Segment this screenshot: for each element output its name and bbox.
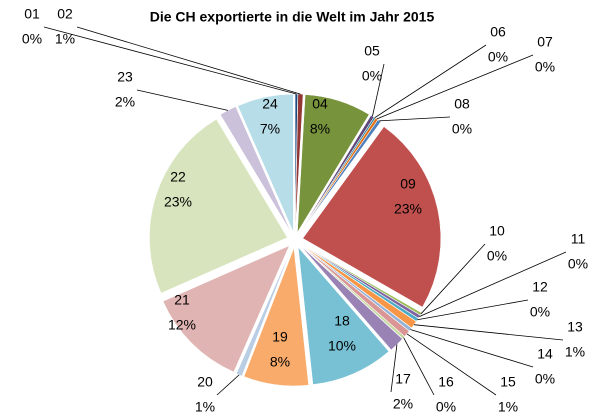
- slice-value-label: 0%: [452, 121, 472, 137]
- leader-line: [420, 243, 486, 315]
- slice-value-label: 8%: [310, 121, 330, 137]
- slice-category-label: 19: [272, 329, 288, 345]
- slice-category-label: 16: [438, 374, 454, 390]
- pie-slice: [297, 246, 390, 385]
- slice-value-label: 2%: [393, 396, 413, 412]
- leader-line: [216, 374, 240, 396]
- pie-slice: [302, 126, 441, 308]
- slice-value-label: 23%: [164, 194, 192, 210]
- pie-slice: [300, 244, 410, 337]
- leader-line: [406, 333, 497, 396]
- slice-value-label: 0%: [535, 59, 555, 75]
- slice-value-label: 12%: [168, 317, 196, 333]
- slice-value-label: 10%: [328, 338, 356, 354]
- slice-value-label: 0%: [22, 31, 42, 47]
- slice-category-label: 14: [537, 346, 553, 362]
- pie-slice: [219, 106, 292, 234]
- slice-category-label: 13: [567, 319, 583, 335]
- leader-line: [419, 251, 567, 318]
- slice-category-label: 15: [500, 374, 516, 390]
- slice-category-label: 02: [57, 6, 73, 22]
- slice-value-label: 0%: [436, 399, 456, 415]
- slice-value-label: 1%: [55, 31, 75, 47]
- leader-line: [390, 344, 398, 393]
- slice-category-label: 05: [364, 43, 380, 59]
- slice-value-label: 8%: [270, 354, 290, 370]
- slice-value-label: 0%: [362, 68, 382, 84]
- slice-value-label: 0%: [530, 304, 550, 320]
- pie-slice: [243, 247, 309, 387]
- slice-value-label: 0%: [487, 248, 507, 264]
- pie-slice: [237, 93, 294, 233]
- pie-slice: [297, 94, 370, 233]
- slice-category-label: 07: [537, 34, 553, 50]
- slice-value-label: 23%: [394, 201, 422, 217]
- leader-line: [372, 63, 385, 117]
- slice-value-label: 1%: [195, 399, 215, 415]
- pie-slice: [149, 118, 288, 294]
- leader-line: [379, 116, 451, 122]
- leader-line: [376, 54, 534, 120]
- pie-slice: [300, 245, 403, 351]
- slice-value-label: 1%: [565, 344, 585, 360]
- leader-line: [417, 299, 529, 321]
- slice-category-label: 21: [174, 292, 190, 308]
- leader-line: [374, 44, 487, 119]
- slice-category-label: 08: [454, 96, 470, 112]
- slice-value-label: 0%: [535, 371, 555, 387]
- slice-category-label: 18: [334, 313, 350, 329]
- pie-slice: [236, 247, 293, 377]
- slice-category-label: 11: [571, 231, 586, 247]
- slice-value-label: 7%: [260, 121, 280, 137]
- slice-value-label: 0%: [488, 49, 508, 65]
- slice-category-label: 12: [532, 279, 548, 295]
- slice-category-label: 24: [262, 96, 278, 112]
- slice-category-label: 06: [490, 24, 506, 40]
- slice-category-label: 01: [24, 6, 40, 22]
- slice-category-label: 10: [489, 223, 505, 239]
- slice-category-label: 17: [395, 371, 411, 387]
- leader-line: [410, 329, 534, 368]
- leader-line: [76, 26, 301, 95]
- slice-category-label: 09: [400, 176, 416, 192]
- slice-value-label: 1%: [498, 399, 518, 415]
- slice-category-label: 20: [197, 374, 213, 390]
- pie-slice: [301, 244, 419, 322]
- slice-category-label: 22: [170, 169, 186, 185]
- leader-line: [136, 89, 228, 111]
- pie-slice: [295, 93, 304, 233]
- slice-value-label: 2%: [115, 94, 135, 110]
- leader-line: [403, 337, 435, 396]
- leader-line: [43, 26, 297, 95]
- slice-value-label: 0%: [568, 256, 588, 272]
- pie-slice: [162, 245, 290, 373]
- chart-title: Die CH exportierte in die Welt im Jahr 2…: [150, 9, 435, 25]
- slice-category-label: 04: [312, 96, 328, 112]
- leader-line: [413, 324, 564, 341]
- slice-category-label: 23: [117, 69, 133, 85]
- pie-slice: [301, 244, 417, 329]
